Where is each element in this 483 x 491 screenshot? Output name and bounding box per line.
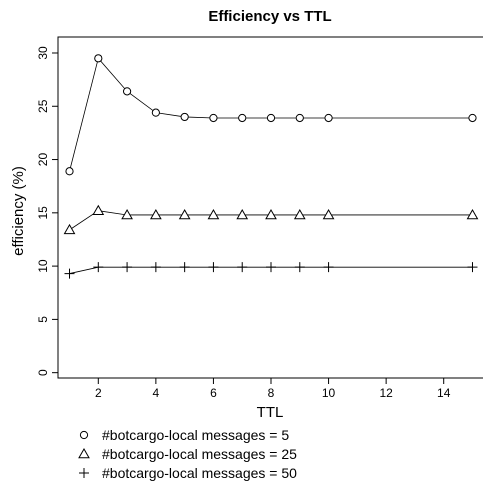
data-point: [295, 113, 304, 123]
data-point: [266, 262, 276, 273]
data-point: [122, 262, 133, 273]
x-tick-label: 14: [437, 386, 451, 400]
legend-label: #botcargo-local messages = 5: [102, 427, 289, 443]
data-point: [150, 262, 161, 273]
data-point: [180, 112, 189, 122]
x-axis-label: TTL: [257, 404, 284, 421]
x-tick-label: 2: [95, 386, 102, 400]
data-point: [209, 113, 218, 123]
legend-marker: [79, 468, 89, 478]
data-point: [236, 208, 249, 220]
data-point: [467, 262, 478, 273]
data-point: [293, 208, 306, 220]
data-point: [178, 208, 191, 220]
y-tick-label: 20: [36, 153, 50, 167]
series-plus: [64, 262, 478, 279]
y-axis: 0 5 10 15 20 25 30: [36, 46, 58, 376]
data-point: [64, 268, 75, 279]
plot-frame: [57, 36, 483, 379]
data-point: [207, 208, 220, 220]
data-point: [150, 208, 162, 220]
y-tick-label: 5: [36, 316, 50, 323]
data-point: [151, 108, 160, 117]
data-point: [468, 113, 477, 123]
legend-item: #botcargo-local messages = 25: [78, 446, 297, 462]
x-tick-label: 4: [153, 386, 160, 400]
x-tick-label: 12: [379, 386, 393, 400]
legend-item: #botcargo-local messages = 50: [79, 465, 297, 481]
legend-marker: [79, 430, 89, 440]
x-tick-label: 10: [322, 386, 336, 400]
y-tick-label: 30: [36, 46, 50, 60]
y-tick-label: 25: [36, 99, 50, 113]
legend-label: #botcargo-local messages = 25: [102, 446, 297, 462]
x-tick-label: 6: [210, 386, 217, 400]
y-tick-label: 15: [36, 206, 50, 220]
series-circle: [65, 54, 477, 176]
data-point: [65, 167, 74, 176]
data-point: [208, 262, 219, 273]
data-point: [324, 113, 333, 123]
legend-item: #botcargo-local messages = 5: [79, 427, 289, 443]
data-point: [294, 262, 305, 273]
data-point: [94, 54, 103, 63]
data-point: [265, 208, 277, 220]
series-triangle: [63, 204, 479, 235]
legend-label: #botcargo-local messages = 50: [102, 465, 297, 481]
data-point: [322, 208, 335, 220]
data-point: [122, 87, 132, 96]
data-point: [63, 223, 76, 235]
data-point: [92, 204, 105, 215]
data-point: [179, 262, 190, 273]
legend: #botcargo-local messages = 5 #botcargo-lo…: [78, 427, 297, 481]
data-point: [323, 262, 334, 273]
x-axis: 2 4 6 8 10 12 14: [95, 378, 451, 400]
data-point: [266, 113, 276, 123]
legend-marker: [78, 447, 90, 459]
chart-title: Efficiency vs TTL: [208, 8, 331, 25]
data-point: [466, 208, 479, 220]
y-axis-label: efficiency (%): [10, 166, 27, 256]
y-tick-label: 0: [36, 369, 50, 376]
data-point: [238, 113, 247, 123]
data-point: [93, 262, 104, 273]
series-layer: [63, 54, 479, 279]
data-point: [237, 262, 248, 273]
data-point: [121, 208, 133, 220]
x-tick-label: 8: [268, 386, 275, 400]
y-tick-label: 10: [36, 259, 50, 273]
